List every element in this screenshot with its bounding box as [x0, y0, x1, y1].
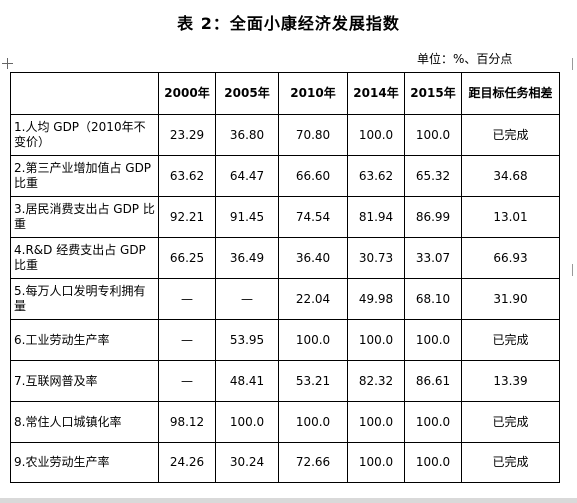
value-cell: 100.0: [215, 401, 279, 443]
table-row: 1.人均 GDP（2010年不变价） 23.29 36.80 70.80 100…: [10, 114, 560, 156]
value-cell: —: [158, 278, 216, 320]
header-cell: [10, 72, 159, 115]
gap-cell: 13.01: [461, 196, 560, 238]
value-cell: 22.04: [278, 278, 348, 320]
header-cell: 2014年: [347, 72, 405, 115]
indicator-name: 5.每万人口发明专利拥有量: [10, 278, 159, 320]
value-cell: 98.12: [158, 401, 216, 443]
value-cell: 100.0: [404, 442, 462, 483]
value-cell: 100.0: [347, 114, 405, 156]
margin-marker-icon: [572, 58, 573, 70]
value-cell: 63.62: [347, 155, 405, 197]
value-cell: 36.49: [215, 237, 279, 279]
gap-cell: 已完成: [461, 442, 560, 483]
header-cell: 2005年: [215, 72, 279, 115]
gap-cell: 已完成: [461, 319, 560, 361]
value-cell: 33.07: [404, 237, 462, 279]
value-cell: 91.45: [215, 196, 279, 238]
gap-cell: 34.68: [461, 155, 560, 197]
table-row: 5.每万人口发明专利拥有量 — — 22.04 49.98 68.10 31.9…: [10, 278, 560, 320]
margin-marker-icon: [572, 264, 573, 276]
value-cell: 48.41: [215, 360, 279, 402]
value-cell: 100.0: [404, 319, 462, 361]
value-cell: 100.0: [278, 401, 348, 443]
indicator-name: 8.常住人口城镇化率: [10, 401, 159, 443]
gap-cell: 66.93: [461, 237, 560, 279]
move-handle-icon[interactable]: [2, 58, 13, 69]
value-cell: 70.80: [278, 114, 348, 156]
value-cell: 81.94: [347, 196, 405, 238]
indicator-name: 2.第三产业增加值占 GDP 比重: [10, 155, 159, 197]
header-cell: 距目标任务相差: [461, 72, 560, 115]
table-title: 表 2：全面小康经济发展指数: [177, 14, 400, 33]
table-row: 2.第三产业增加值占 GDP 比重 63.62 64.47 66.60 63.6…: [10, 155, 560, 197]
indicator-name: 4.R&D 经费支出占 GDP 比重: [10, 237, 159, 279]
table-row: 4.R&D 经费支出占 GDP 比重 66.25 36.49 36.40 30.…: [10, 237, 560, 279]
value-cell: 86.99: [404, 196, 462, 238]
table-row: 7.互联网普及率 — 48.41 53.21 82.32 86.61 13.39: [10, 360, 560, 402]
header-cell: 2010年: [278, 72, 348, 115]
indicator-name: 1.人均 GDP（2010年不变价）: [10, 114, 159, 156]
value-cell: 53.95: [215, 319, 279, 361]
value-cell: 24.26: [158, 442, 216, 483]
value-cell: 100.0: [347, 401, 405, 443]
value-cell: 92.21: [158, 196, 216, 238]
gap-cell: 已完成: [461, 114, 560, 156]
header-cell: 2015年: [404, 72, 462, 115]
value-cell: 100.0: [404, 114, 462, 156]
value-cell: —: [215, 278, 279, 320]
header-cell: 2000年: [158, 72, 216, 115]
table-row: 6.工业劳动生产率 — 53.95 100.0 100.0 100.0 已完成: [10, 319, 560, 361]
value-cell: 66.60: [278, 155, 348, 197]
value-cell: 36.40: [278, 237, 348, 279]
gap-cell: 已完成: [461, 401, 560, 443]
value-cell: 30.73: [347, 237, 405, 279]
value-cell: 64.47: [215, 155, 279, 197]
value-cell: 100.0: [347, 442, 405, 483]
page-bottom-edge: [0, 498, 577, 503]
value-cell: 74.54: [278, 196, 348, 238]
gap-cell: 31.90: [461, 278, 560, 320]
value-cell: 65.32: [404, 155, 462, 197]
value-cell: 66.25: [158, 237, 216, 279]
unit-note: 单位：%、百分点: [417, 52, 513, 66]
table-row: 3.居民消费支出占 GDP 比重 92.21 91.45 74.54 81.94…: [10, 196, 560, 238]
value-cell: 72.66: [278, 442, 348, 483]
indicator-name: 3.居民消费支出占 GDP 比重: [10, 196, 159, 238]
value-cell: 23.29: [158, 114, 216, 156]
value-cell: 63.62: [158, 155, 216, 197]
value-cell: 53.21: [278, 360, 348, 402]
indicator-name: 7.互联网普及率: [10, 360, 159, 402]
value-cell: 100.0: [404, 401, 462, 443]
table-row: 8.常住人口城镇化率 98.12 100.0 100.0 100.0 100.0…: [10, 401, 560, 443]
header-row: 2000年 2005年 2010年 2014年 2015年 距目标任务相差: [10, 72, 560, 115]
value-cell: —: [158, 319, 216, 361]
data-table: 2000年 2005年 2010年 2014年 2015年 距目标任务相差 1.…: [10, 72, 560, 483]
value-cell: 68.10: [404, 278, 462, 320]
data-table-wrap: 2000年 2005年 2010年 2014年 2015年 距目标任务相差 1.…: [10, 72, 560, 483]
value-cell: 49.98: [347, 278, 405, 320]
value-cell: —: [158, 360, 216, 402]
value-cell: 36.80: [215, 114, 279, 156]
value-cell: 82.32: [347, 360, 405, 402]
value-cell: 100.0: [278, 319, 348, 361]
indicator-name: 9.农业劳动生产率: [10, 442, 159, 483]
indicator-name: 6.工业劳动生产率: [10, 319, 159, 361]
gap-cell: 13.39: [461, 360, 560, 402]
value-cell: 30.24: [215, 442, 279, 483]
table-row: 9.农业劳动生产率 24.26 30.24 72.66 100.0 100.0 …: [10, 442, 560, 483]
value-cell: 100.0: [347, 319, 405, 361]
value-cell: 86.61: [404, 360, 462, 402]
